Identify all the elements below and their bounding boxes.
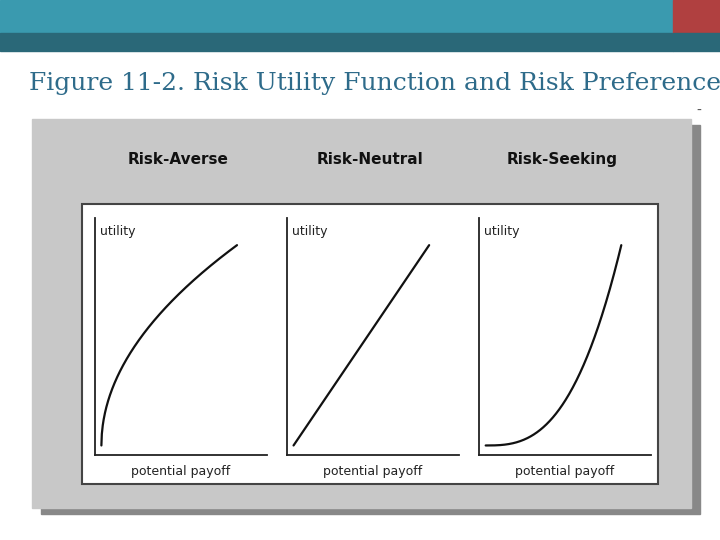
Text: Figure 11-2. Risk Utility Function and Risk Preference: Figure 11-2. Risk Utility Function and R… xyxy=(29,72,720,95)
Text: Risk-Neutral: Risk-Neutral xyxy=(317,152,423,167)
Text: utility: utility xyxy=(292,225,328,238)
Text: potential payoff: potential payoff xyxy=(131,465,230,478)
Bar xyxy=(0,0,673,33)
Text: Risk-Averse: Risk-Averse xyxy=(127,152,228,167)
Text: potential payoff: potential payoff xyxy=(516,465,615,478)
Bar xyxy=(673,0,720,33)
Text: utility: utility xyxy=(485,225,520,238)
Text: utility: utility xyxy=(100,225,135,238)
Bar xyxy=(0,33,673,51)
Text: Risk-Seeking: Risk-Seeking xyxy=(507,152,618,167)
Text: potential payoff: potential payoff xyxy=(323,465,423,478)
Text: -: - xyxy=(696,104,701,118)
Bar xyxy=(673,33,720,51)
